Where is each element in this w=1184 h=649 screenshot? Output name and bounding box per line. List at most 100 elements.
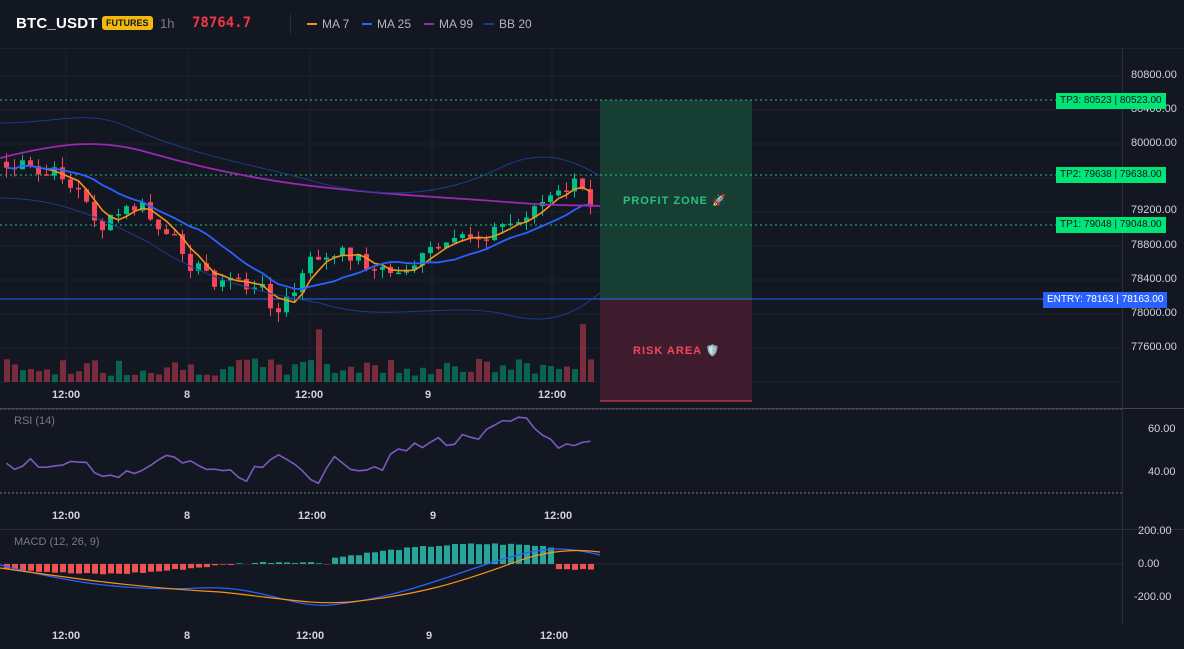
macd-histogram-bar: [124, 564, 130, 574]
macd-histogram-bar: [212, 564, 218, 566]
volume-bar: [436, 368, 442, 382]
volume-bar: [372, 365, 378, 382]
profit-zone: [600, 100, 752, 299]
candle-body: [44, 174, 49, 176]
volume-bar: [180, 369, 186, 382]
volume-bar: [188, 364, 194, 382]
macd-histogram-bar: [572, 564, 578, 570]
time-axis-label: 12:00: [538, 389, 567, 401]
macd-histogram-bar: [84, 564, 90, 574]
volume-bar: [276, 364, 282, 382]
macd-histogram-bar: [340, 556, 346, 564]
candle-body: [180, 234, 185, 254]
volume-bar: [532, 373, 538, 382]
symbol-name[interactable]: BTC_USDT: [16, 15, 98, 32]
macd-histogram-bar: [580, 564, 586, 569]
candle-body: [116, 214, 121, 216]
volume-bar: [156, 374, 162, 382]
macd-histogram-bar: [436, 546, 442, 564]
macd-histogram-bar: [532, 545, 538, 564]
macd-histogram-bar: [220, 564, 226, 565]
volume-bar: [132, 374, 138, 382]
macd-histogram-bar: [52, 564, 58, 573]
candle-body: [4, 161, 9, 168]
rsi-chart[interactable]: [0, 409, 1122, 501]
candle-body: [484, 239, 489, 241]
volume-bar: [540, 365, 546, 382]
price-scale-label: 80000.00: [1131, 137, 1177, 149]
candle-body: [516, 222, 521, 224]
macd-histogram-bar: [356, 555, 362, 564]
volume-bar: [236, 359, 242, 382]
volume-bar: [140, 370, 146, 382]
volume-bar: [308, 360, 314, 382]
volume-bar: [164, 367, 170, 382]
volume-bar: [244, 359, 250, 382]
pane-separator[interactable]: [0, 529, 1184, 530]
volume-bar: [52, 374, 58, 382]
macd-histogram-bar: [148, 564, 154, 572]
macd-histogram-bar: [20, 564, 26, 571]
volume-bar: [4, 359, 10, 382]
candle-body: [500, 224, 505, 227]
macd-histogram-bar: [12, 564, 18, 570]
time-axis-label: 12:00: [540, 630, 569, 642]
macd-histogram-bar: [492, 543, 498, 564]
volume-bar: [492, 372, 498, 382]
macd-histogram-bar: [292, 563, 298, 564]
candle-body: [580, 178, 585, 190]
volume-bar: [428, 374, 434, 382]
ma25-line: [6, 164, 591, 290]
candle-body: [124, 206, 129, 215]
volume-bar: [20, 370, 26, 382]
macd-histogram-bar: [188, 564, 194, 569]
tp1-value: 79048.00: [1119, 219, 1162, 230]
macd-chart[interactable]: [0, 530, 1122, 625]
legend-bb20-label: BB 20: [499, 17, 532, 31]
timeframe[interactable]: 1h: [160, 16, 175, 31]
volume-bar: [556, 368, 562, 382]
macd-histogram-bar: [428, 546, 434, 564]
candle-body: [236, 277, 241, 280]
bb-lower-line: [0, 197, 601, 320]
legend-bb20[interactable]: BB 20: [484, 17, 532, 31]
time-axis-label: 12:00: [52, 389, 81, 401]
candle-body: [156, 219, 161, 230]
volume-bar: [508, 369, 514, 382]
tp2-value: 79638.00: [1119, 169, 1162, 180]
volume-bar: [332, 372, 338, 382]
candle-body: [132, 206, 137, 211]
candle-body: [564, 190, 569, 193]
volume-bar: [460, 371, 466, 382]
macd-histogram-bar: [236, 563, 242, 564]
macd-histogram-bar: [508, 543, 514, 564]
candle-body: [84, 189, 89, 202]
volume-bar: [500, 365, 506, 382]
macd-histogram-bar: [172, 564, 178, 570]
legend-ma25[interactable]: MA 25: [362, 17, 411, 31]
legend-ma7[interactable]: MA 7: [307, 17, 349, 31]
candle-body: [444, 242, 449, 248]
macd-histogram-bar: [468, 543, 474, 564]
candle-body: [372, 269, 377, 271]
price-chart[interactable]: [0, 48, 1122, 410]
candle-body: [92, 201, 97, 221]
legend-ma99[interactable]: MA 99: [424, 17, 473, 31]
candle-body: [252, 287, 257, 290]
macd-histogram-bar: [60, 564, 66, 573]
candle-body: [308, 256, 313, 274]
candle-body: [68, 179, 73, 188]
volume-bar: [476, 358, 482, 382]
candle-body: [420, 253, 425, 266]
volume-bar: [196, 374, 202, 382]
volume-bar: [172, 362, 178, 382]
volume-bar: [84, 363, 90, 382]
macd-histogram-bar: [500, 544, 506, 564]
volume-bar: [444, 362, 450, 382]
risk-zone: [600, 299, 752, 401]
rsi-scale-label: 60.00: [1148, 423, 1176, 435]
macd-histogram-bar: [412, 547, 418, 564]
candle-body: [204, 263, 209, 271]
rsi-line: [6, 416, 591, 485]
volume-bar: [28, 368, 34, 382]
